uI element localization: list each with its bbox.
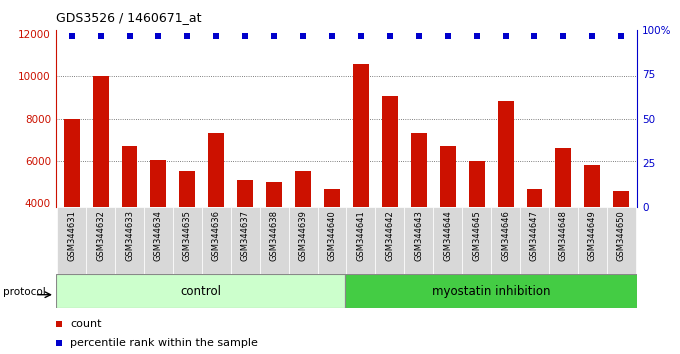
Bar (318, 207, 346, 274)
Bar (150, 160, 167, 287)
Bar (180, 171, 195, 287)
Text: protocol: protocol (3, 287, 46, 297)
Bar (549, 207, 578, 274)
Bar (173, 207, 202, 274)
Bar (433, 207, 462, 274)
Text: GSM344634: GSM344634 (154, 210, 163, 261)
Bar (440, 146, 456, 287)
Text: GSM344643: GSM344643 (414, 210, 423, 261)
Bar (345, 274, 637, 308)
Text: GSM344638: GSM344638 (270, 210, 279, 262)
Text: control: control (180, 285, 221, 298)
Bar (86, 207, 115, 274)
Bar (295, 171, 311, 287)
Bar (382, 97, 398, 287)
Text: GSM344645: GSM344645 (472, 210, 481, 261)
Text: GSM344633: GSM344633 (125, 210, 134, 262)
Bar (526, 189, 543, 287)
Bar (144, 207, 173, 274)
Bar (405, 207, 433, 274)
Bar (346, 207, 375, 274)
Bar (260, 207, 288, 274)
Text: percentile rank within the sample: percentile rank within the sample (70, 338, 258, 348)
Text: myostatin inhibition: myostatin inhibition (432, 285, 550, 298)
Text: GSM344637: GSM344637 (241, 210, 250, 262)
Bar (92, 76, 109, 287)
Text: GSM344648: GSM344648 (559, 210, 568, 261)
Bar (491, 207, 520, 274)
Bar (56, 274, 345, 308)
Text: GSM344631: GSM344631 (67, 210, 76, 261)
Bar (57, 207, 86, 274)
Bar (324, 189, 340, 287)
Bar (520, 207, 549, 274)
Bar (353, 64, 369, 287)
Bar (411, 133, 427, 287)
Bar (231, 207, 260, 274)
Bar (607, 207, 636, 274)
Bar (122, 146, 137, 287)
Text: GSM344646: GSM344646 (501, 210, 510, 261)
Text: GDS3526 / 1460671_at: GDS3526 / 1460671_at (56, 11, 201, 24)
Text: GSM344635: GSM344635 (183, 210, 192, 261)
Text: GSM344644: GSM344644 (443, 210, 452, 261)
Bar (556, 148, 571, 287)
Bar (462, 207, 491, 274)
Text: GSM344640: GSM344640 (328, 210, 337, 261)
Text: GSM344641: GSM344641 (356, 210, 365, 261)
Bar (375, 207, 405, 274)
Bar (469, 161, 485, 287)
Bar (64, 119, 80, 287)
Text: GSM344649: GSM344649 (588, 210, 597, 261)
Text: GSM344636: GSM344636 (211, 210, 221, 262)
Bar (584, 165, 600, 287)
Text: GSM344650: GSM344650 (617, 210, 626, 261)
Bar (578, 207, 607, 274)
Bar (288, 207, 318, 274)
Bar (237, 180, 253, 287)
Bar (208, 133, 224, 287)
Text: GSM344642: GSM344642 (386, 210, 394, 261)
Bar (266, 182, 282, 287)
Bar (115, 207, 144, 274)
Bar (202, 207, 231, 274)
Bar (613, 191, 629, 287)
Text: GSM344639: GSM344639 (299, 210, 307, 261)
Text: GSM344647: GSM344647 (530, 210, 539, 261)
Text: count: count (70, 319, 102, 329)
Bar (498, 101, 513, 287)
Text: GSM344632: GSM344632 (96, 210, 105, 261)
